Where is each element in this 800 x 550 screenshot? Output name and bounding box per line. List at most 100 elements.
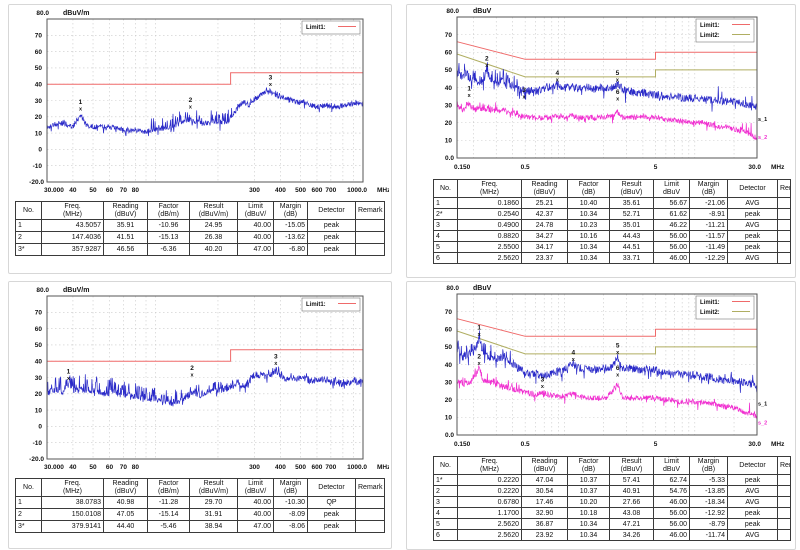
column-header: No. <box>15 477 42 498</box>
cell: 4 <box>433 507 458 520</box>
cell: 147.4036 <box>41 231 104 245</box>
plot-frame <box>456 293 758 436</box>
x-tick-label: 60 <box>106 187 114 194</box>
marker-label: 2 <box>189 97 193 104</box>
grid <box>457 294 757 435</box>
cell: 3 <box>433 219 458 232</box>
cell: AVG <box>727 219 778 232</box>
y-tick-label: 30 <box>35 375 43 382</box>
cell: 38.0783 <box>41 496 104 510</box>
column-header: Remark <box>355 477 385 498</box>
x-tick-label: 40 <box>69 464 77 471</box>
cell: 2.5620 <box>457 252 522 265</box>
x-tick-label: 600 <box>312 187 323 194</box>
cell: peak <box>727 474 778 487</box>
cell: AVG <box>727 252 778 265</box>
cell: 34.27 <box>521 230 568 243</box>
y-tick-label: 60 <box>445 50 453 57</box>
cell: 10.40 <box>567 197 610 210</box>
results-table: No. Freq. (MHz) Reading (dBuV) Factor (dB) Resu… <box>433 455 791 542</box>
marker-label: 2 <box>485 56 489 63</box>
y-tick-label: 10 <box>445 415 453 422</box>
legend-label: Limit1: <box>306 25 326 31</box>
cell: 23.92 <box>521 529 568 542</box>
cell: 0.2220 <box>457 485 522 498</box>
column-header: Limit (dBuV/ <box>237 200 274 221</box>
cell: 52.71 <box>609 208 654 221</box>
marker-label: 1 <box>67 368 71 375</box>
x-tick-label: 0.150 <box>454 164 471 171</box>
column-header: No. <box>15 200 42 221</box>
cell: 1 <box>15 219 42 233</box>
axis-unit-label: dBuV/m <box>63 287 89 294</box>
cell: 34.17 <box>521 241 568 254</box>
x-tick-label: 60 <box>106 464 114 471</box>
cell: -10.96 <box>147 219 190 233</box>
cell: 56.67 <box>653 197 690 210</box>
avg-trace <box>456 365 758 419</box>
cell: 0.8820 <box>457 230 522 243</box>
cell: 35.61 <box>609 197 654 210</box>
cell: 4 <box>433 230 458 243</box>
grid <box>457 17 757 158</box>
cell: -6.36 <box>147 243 190 257</box>
limit-line-1 <box>47 72 363 85</box>
legend <box>301 20 361 35</box>
column-header: Reading (dBuV) <box>103 477 148 498</box>
trace-end-label: s_2 <box>758 421 767 427</box>
x-tick-label: 80 <box>132 464 140 471</box>
cell: 35.91 <box>103 219 148 233</box>
cell: -21.06 <box>689 197 728 210</box>
marker-label: 1 <box>79 99 83 106</box>
table-row: 3 0.6780 17.46 10.20 27.66 46.00 -18.34 AVG <box>433 496 791 509</box>
cell: 10.34 <box>567 208 610 221</box>
y-min-label: -20.0 <box>29 179 44 186</box>
legend-label: Limit1: <box>306 302 326 308</box>
y-tick-label: 20 <box>35 114 43 121</box>
cell: -12.29 <box>689 252 728 265</box>
y-tick-label: 20 <box>35 391 43 398</box>
results-table: No. Freq. (MHz) Reading (dBuV) Factor (dB/m) Re… <box>15 200 385 257</box>
cell: 0.1860 <box>457 197 522 210</box>
marker-symbol: x <box>274 361 278 367</box>
marker-label: 1 <box>467 86 471 93</box>
y-min-label: 0.0 <box>445 432 454 439</box>
cell: 379.9141 <box>41 520 104 534</box>
x-tick-label: 1000.0 <box>347 187 367 194</box>
x-tick-label: 70 <box>120 464 128 471</box>
cell: 42.37 <box>521 208 568 221</box>
column-header: Margin (dB) <box>689 455 728 476</box>
cell <box>777 496 791 509</box>
y-tick-label: 60 <box>35 326 43 333</box>
cell: 47.05 <box>103 508 148 522</box>
marker-label: 2 <box>190 365 194 372</box>
y-tick-label: 10 <box>445 138 453 145</box>
marker-symbol: x <box>541 384 545 390</box>
trace-end-label: s_1 <box>758 117 767 123</box>
cell: 0.2220 <box>457 474 522 487</box>
marker-symbol: x <box>616 350 620 356</box>
y-tick-label: 10 <box>35 130 43 137</box>
marker-label: 3 <box>522 87 526 94</box>
column-header: Freq. (MHz) <box>457 178 522 199</box>
table-row: 6 2.5620 23.92 10.34 34.26 46.00 -11.74 AVG <box>433 529 791 542</box>
table-row: 3* 357.9287 46.56 -6.36 40.20 47.00 -6.80 peak <box>15 243 385 257</box>
cell <box>777 208 791 221</box>
column-header: Factor (dB/m) <box>147 477 190 498</box>
cell: peak <box>727 518 778 531</box>
cell: 47.04 <box>521 474 568 487</box>
cell <box>777 529 791 542</box>
y-tick-label: 70 <box>35 310 43 317</box>
radiated-emission-panel-1: x 1 x 2 x 3 Limit1: 80.0 dBuV/m 70 60 50 40 30 20 10 0 -1… <box>8 4 392 274</box>
column-header: Margin (dB) <box>689 178 728 199</box>
y-tick-label: 50 <box>445 67 453 74</box>
marker-label: 1 <box>477 324 481 331</box>
cell: peak <box>727 241 778 254</box>
cell: 3* <box>15 243 42 257</box>
column-header: No. <box>433 455 458 476</box>
cell: -11.28 <box>147 496 190 510</box>
table-row: 5 2.5500 34.17 10.34 44.51 56.00 -11.49 peak <box>433 241 791 254</box>
